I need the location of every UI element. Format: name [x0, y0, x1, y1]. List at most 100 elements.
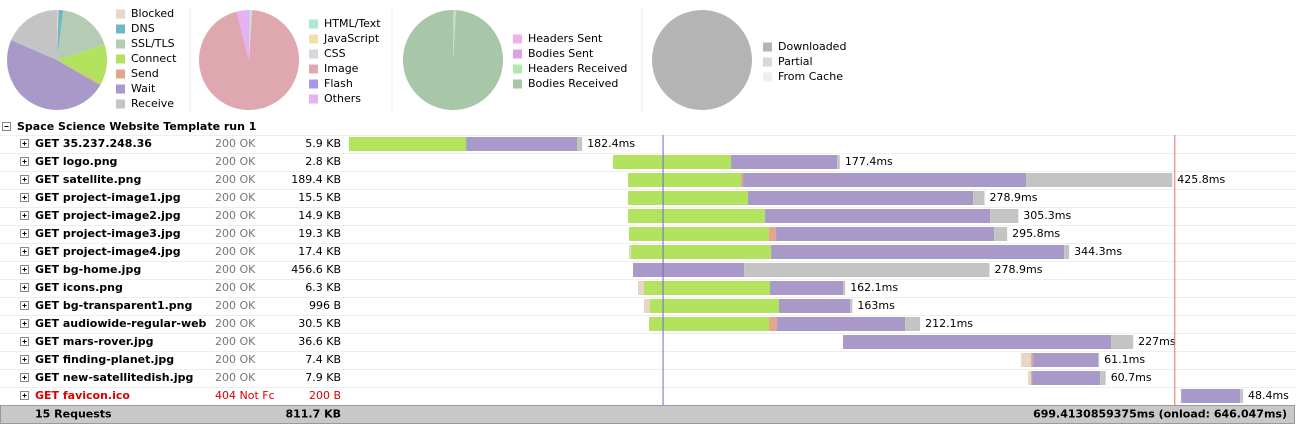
request-size: 996 B	[309, 299, 341, 312]
legend-label: Connect	[131, 52, 177, 65]
timing-bar	[1181, 389, 1241, 403]
request-size: 30.5 KB	[298, 317, 341, 330]
legend-label: Others	[324, 92, 361, 105]
request-status: 200 OK	[215, 191, 256, 204]
request-status: 200 OK	[215, 209, 256, 222]
pie-slice	[249, 10, 253, 60]
expand-icon	[22, 339, 27, 344]
timing-bar	[990, 209, 1019, 223]
timing-bar	[577, 137, 583, 151]
request-url[interactable]: GET new-satellitedish.jpg	[35, 371, 193, 384]
request-url[interactable]: GET logo.png	[35, 155, 117, 168]
request-status: 200 OK	[215, 227, 256, 240]
timing-bar	[629, 245, 632, 259]
timing-bar	[770, 281, 844, 295]
request-duration: 182.4ms	[587, 137, 635, 150]
request-url[interactable]: GET project-image1.jpg	[35, 191, 181, 204]
timing-bar	[850, 299, 853, 313]
request-url[interactable]: GET project-image2.jpg	[35, 209, 181, 222]
pie-slice	[652, 10, 752, 110]
request-size: 5.9 KB	[305, 137, 341, 150]
request-duration: 48.4ms	[1248, 389, 1289, 402]
pie-slice	[249, 10, 251, 60]
expand-icon	[22, 141, 27, 146]
request-url[interactable]: GET audiowide-regular-web	[35, 317, 207, 330]
timing-bar	[466, 137, 578, 151]
timing-bar	[650, 299, 779, 313]
timing-bar	[1033, 353, 1099, 367]
request-size: 15.5 KB	[298, 191, 341, 204]
legend-swatch	[309, 64, 318, 74]
expand-icon	[22, 357, 27, 362]
legend-label: JavaScript	[323, 32, 380, 45]
request-url[interactable]: GET icons.png	[35, 281, 123, 294]
legend-label: HTML/Text	[324, 17, 381, 30]
timing-bar	[631, 245, 772, 259]
pie-slice	[7, 40, 101, 110]
expand-icon	[22, 177, 27, 182]
request-duration: 177.4ms	[845, 155, 893, 168]
legend-swatch	[513, 49, 522, 59]
timing-bar	[771, 245, 1065, 259]
timing-bar	[973, 191, 985, 205]
expand-icon	[22, 159, 27, 164]
legend-label: Headers Received	[528, 62, 627, 75]
run-title: Space Science Website Template run 1	[17, 120, 256, 133]
pie-slice	[57, 10, 64, 60]
legend-swatch	[763, 42, 772, 52]
timing-bar	[648, 317, 770, 331]
legend-label: SSL/TLS	[131, 37, 175, 50]
expand-icon	[22, 375, 27, 380]
timing-bar	[1028, 371, 1032, 385]
timing-bar	[741, 173, 744, 187]
timing-bar	[776, 227, 995, 241]
request-url[interactable]: GET project-image4.jpg	[35, 245, 181, 258]
request-duration: 227ms	[1138, 335, 1176, 348]
request-size: 2.8 KB	[305, 155, 341, 168]
request-url[interactable]: GET bg-home.jpg	[35, 263, 141, 276]
legend-label: Downloaded	[778, 40, 846, 53]
request-size: 7.9 KB	[305, 371, 341, 384]
expand-icon	[22, 285, 27, 290]
request-duration: 425.8ms	[1177, 173, 1225, 186]
request-duration: 295.8ms	[1012, 227, 1060, 240]
pie-slice	[236, 10, 249, 60]
request-duration: 61.1ms	[1104, 353, 1145, 366]
legend-swatch	[116, 54, 125, 64]
timing-bar	[843, 335, 1112, 349]
legend-swatch	[763, 57, 772, 67]
legend-swatch	[116, 39, 125, 49]
expand-icon	[22, 267, 27, 272]
request-url[interactable]: GET project-image3.jpg	[35, 227, 181, 240]
request-status: 200 OK	[215, 335, 256, 348]
timing-bar	[628, 173, 742, 187]
request-url[interactable]: GET mars-rover.jpg	[35, 335, 153, 348]
pie-slice	[57, 44, 107, 85]
pie-slice	[57, 10, 105, 61]
timing-bar	[769, 317, 778, 331]
legend-label: DNS	[131, 22, 155, 35]
legend-swatch	[309, 79, 318, 89]
request-size: 14.9 KB	[298, 209, 341, 222]
request-url[interactable]: GET finding-planet.jpg	[35, 353, 174, 366]
request-url[interactable]: GET satellite.png	[35, 173, 141, 186]
request-status: 200 OK	[215, 317, 256, 330]
legend-label: Wait	[131, 82, 156, 95]
summary-size: 811.7 KB	[285, 408, 341, 421]
legend-label: Bodies Sent	[528, 47, 594, 60]
timing-bar	[769, 227, 777, 241]
summary-requests: 15 Requests	[35, 408, 112, 421]
request-url[interactable]: GET favicon.ico	[35, 389, 130, 402]
request-url[interactable]: GET 35.237.248.36	[35, 137, 152, 150]
timing-bar	[1032, 371, 1101, 385]
request-duration: 60.7ms	[1111, 371, 1152, 384]
timing-bar	[1098, 353, 1100, 367]
pie-slice	[403, 10, 503, 110]
timing-bar	[765, 209, 991, 223]
legend-swatch	[513, 34, 522, 44]
timing-bar	[748, 191, 974, 205]
request-url[interactable]: GET bg-transparent1.png	[35, 299, 192, 312]
request-status: 200 OK	[215, 173, 256, 186]
timing-bar	[1064, 245, 1070, 259]
request-size: 456.6 KB	[291, 263, 341, 276]
